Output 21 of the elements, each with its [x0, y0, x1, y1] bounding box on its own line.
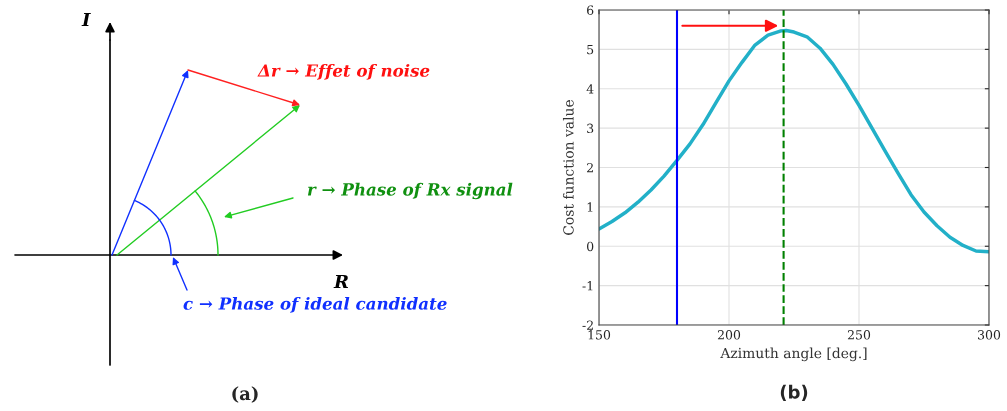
x-tick-label: 150 [588, 330, 611, 340]
y-tick-label: 4 [586, 84, 594, 94]
y-tick-label: -1 [582, 281, 593, 291]
y-tick-label: -2 [582, 320, 593, 330]
text: r → Phase of Rx signal [307, 182, 513, 200]
y-tick-label: 2 [587, 162, 593, 173]
x-tick-label: 250 [847, 330, 871, 340]
x-tick-label: 200 [717, 330, 741, 340]
y-tick-label: 1 [587, 202, 593, 212]
y-tick-label: 0 [587, 241, 594, 252]
x-axis-title: Azimuth angle [deg.] [720, 347, 867, 362]
y-tick-label: 6 [587, 5, 594, 15]
text: (a) [232, 386, 258, 403]
line-series [599, 28, 989, 254]
text: c → Phase of ideal candidate [183, 296, 447, 313]
text: Δr → Effet of noise [257, 63, 430, 80]
x-tick-label: 300 [978, 330, 1001, 340]
y-tick-label: 3 [587, 123, 594, 134]
y-tick-label: 5 [587, 45, 594, 55]
y-axis-title: Cost function value [562, 99, 574, 235]
text: (b) [780, 384, 808, 401]
